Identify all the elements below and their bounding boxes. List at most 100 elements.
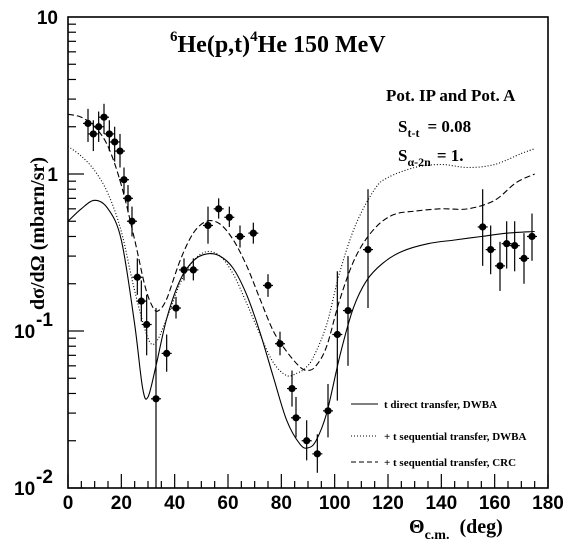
data-point <box>88 120 99 152</box>
point-marker <box>100 113 108 121</box>
point-marker <box>180 266 188 274</box>
curve-solid <box>68 199 535 449</box>
point-marker <box>264 281 272 290</box>
data-point <box>509 221 520 272</box>
curve-dashed <box>68 113 535 372</box>
x-tick-label: 180 <box>532 493 564 514</box>
data-point <box>363 189 373 309</box>
chart-title: 6He(p,t)4He 150 MeV <box>170 29 386 58</box>
y-axis-label: dσ/dΩ (mbarn/sr) <box>27 157 49 310</box>
data-point <box>312 434 323 473</box>
x-axis-label: Θc.m. (deg) <box>409 516 503 543</box>
data-point <box>161 334 172 372</box>
point-marker <box>236 232 244 241</box>
data-point <box>109 126 120 162</box>
legend: t direct transfer, DWBA + t sequential t… <box>351 399 526 469</box>
point-marker <box>137 297 145 305</box>
x-tick-label: 40 <box>164 493 185 514</box>
data-point <box>235 225 245 248</box>
point-marker <box>303 437 311 445</box>
point-marker <box>84 119 92 128</box>
point-marker <box>313 450 321 458</box>
spectroscopic-factor-tt: St-t = 0.08 <box>398 117 471 140</box>
y-tick-label-exponent: -2 <box>36 467 53 488</box>
data-point <box>141 294 152 356</box>
point-marker <box>189 266 197 274</box>
data-point <box>104 120 115 152</box>
data-point <box>501 221 512 269</box>
data-point <box>119 167 129 194</box>
x-tick-label: 80 <box>271 493 292 514</box>
data-point <box>127 206 137 237</box>
data-point <box>301 420 312 461</box>
y-tick-label: 10 <box>14 479 35 500</box>
point-marker <box>225 213 233 221</box>
data-point <box>485 225 496 275</box>
data-point <box>519 233 529 284</box>
point-marker <box>333 330 341 339</box>
curve-dotted <box>68 145 535 377</box>
data-point <box>123 185 133 213</box>
point-marker <box>288 384 296 393</box>
y-tick-label: 10 <box>37 8 58 29</box>
data-point <box>527 213 537 261</box>
point-marker <box>249 229 257 237</box>
point-marker <box>276 340 284 348</box>
point-marker <box>128 217 136 225</box>
data-point <box>99 103 109 134</box>
y-tick-label: 10 <box>14 322 35 343</box>
data-point <box>132 258 143 295</box>
data-points <box>83 103 537 488</box>
point-marker <box>292 414 300 422</box>
point-marker <box>111 138 119 146</box>
legend-label-sequential-crc: + t sequential transfer, CRC <box>384 457 516 469</box>
data-point <box>171 296 181 319</box>
x-tick-label: 0 <box>63 493 74 514</box>
data-point <box>188 258 199 281</box>
legend-label-sequential-dwba: + t sequential transfer, DWBA <box>384 431 526 443</box>
x-tick-label: 120 <box>372 493 404 514</box>
point-marker <box>511 241 519 250</box>
point-marker <box>124 194 132 202</box>
data-point <box>495 241 505 291</box>
data-point <box>136 280 147 322</box>
axis-ticks <box>67 23 549 489</box>
point-marker <box>163 349 171 357</box>
data-point <box>263 274 273 297</box>
spectroscopic-factor-alpha: Sα-2n = 1. <box>398 146 464 169</box>
point-marker <box>487 245 495 254</box>
x-tick-label: 60 <box>217 493 238 514</box>
point-marker <box>204 221 212 230</box>
x-tick-label: 20 <box>111 493 132 514</box>
legend-label-direct-dwba: t direct transfer, DWBA <box>384 399 497 411</box>
point-marker <box>528 232 536 241</box>
data-point <box>332 271 343 401</box>
point-marker <box>95 123 103 131</box>
data-point <box>224 206 235 227</box>
point-marker <box>324 407 332 415</box>
potential-annotation: Pot. IP and Pot. A <box>386 86 516 105</box>
point-marker <box>364 245 372 254</box>
data-point <box>203 206 213 244</box>
point-marker <box>120 176 128 184</box>
data-point <box>151 308 161 488</box>
data-point <box>343 256 353 366</box>
y-tick-label: 1 <box>47 165 58 186</box>
y-tick-label-exponent: -1 <box>36 310 53 331</box>
point-marker <box>105 130 113 138</box>
data-point <box>93 111 104 142</box>
point-marker <box>152 395 160 403</box>
data-point <box>323 383 333 438</box>
point-marker <box>89 130 97 138</box>
point-marker <box>172 304 180 312</box>
point-marker <box>496 262 504 270</box>
data-point <box>287 370 297 407</box>
data-point <box>213 198 224 219</box>
point-marker <box>344 306 352 315</box>
point-marker <box>143 320 151 329</box>
x-tick-label: 160 <box>479 493 511 514</box>
data-point <box>291 396 301 438</box>
